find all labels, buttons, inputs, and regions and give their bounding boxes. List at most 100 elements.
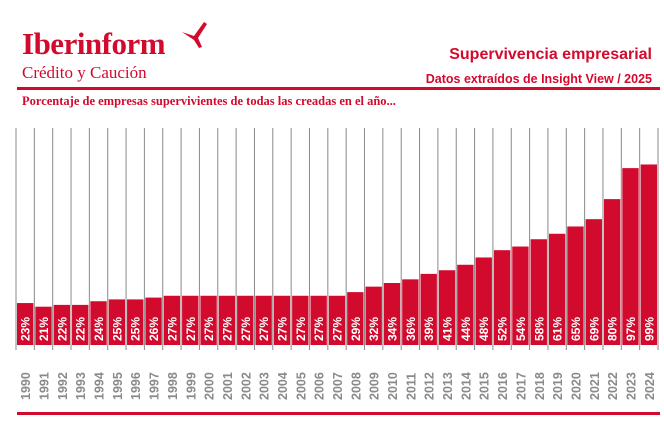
data-label: 97%: [624, 317, 638, 341]
data-label: 25%: [110, 317, 124, 341]
bar-2001: [218, 295, 236, 345]
data-label: 21%: [37, 317, 51, 341]
bar-1995: [108, 299, 126, 345]
data-label: 23%: [19, 317, 33, 341]
bar-1997: [145, 297, 162, 345]
bar-2011: [402, 279, 419, 345]
bar-2003: [255, 295, 272, 345]
x-tick-label: 2018: [533, 372, 547, 400]
top-divider: [17, 87, 660, 90]
x-tick-label: 2006: [313, 372, 327, 400]
x-tick-label: 2014: [459, 372, 473, 400]
x-tick-label: 2017: [514, 372, 528, 400]
chart-title: Porcentaje de empresas supervivientes de…: [22, 94, 396, 108]
bar-2008: [347, 292, 364, 345]
x-tick-label: 2022: [606, 372, 620, 400]
data-label: 22%: [74, 317, 88, 341]
x-tick-label: 2004: [276, 372, 290, 400]
bar-2019: [548, 233, 566, 345]
data-label: 32%: [367, 317, 381, 341]
x-tick-label: 2015: [478, 372, 492, 400]
bar-1993: [72, 304, 89, 345]
data-label: 69%: [587, 317, 601, 341]
x-tick-label: 2008: [349, 372, 363, 400]
data-label: 24%: [92, 317, 106, 341]
x-tick-label: 2001: [221, 372, 235, 400]
x-tick-label: 2013: [441, 372, 455, 400]
bar-1994: [90, 301, 107, 345]
data-label: 39%: [422, 317, 436, 341]
x-tick-label: 1995: [111, 372, 125, 400]
bar-2009: [365, 286, 382, 345]
data-label: 22%: [55, 317, 69, 341]
data-label: 27%: [257, 317, 271, 341]
bar-2021: [585, 219, 602, 345]
bar-2015: [475, 257, 492, 345]
x-tick-label: 2012: [423, 372, 437, 400]
data-label: 99%: [642, 317, 656, 341]
bar-2005: [292, 295, 309, 345]
data-label: 26%: [147, 317, 161, 341]
bar-1992: [53, 304, 71, 345]
x-tick-label: 2016: [496, 372, 510, 400]
bar-2007: [328, 295, 346, 345]
data-label: 27%: [165, 317, 179, 341]
x-tick-label: 2010: [386, 372, 400, 400]
data-label: 27%: [331, 317, 345, 341]
x-tick-label: 2024: [643, 372, 657, 400]
data-label: 29%: [349, 317, 363, 341]
x-tick-label: 1994: [93, 372, 107, 400]
data-label: 58%: [532, 317, 546, 341]
data-label: 27%: [239, 317, 253, 341]
data-label: 54%: [514, 317, 528, 341]
bar-2002: [237, 295, 254, 345]
x-tick-label: 2020: [569, 372, 583, 400]
bar-1991: [35, 306, 52, 345]
x-tick-label: 1990: [19, 372, 33, 400]
data-label: 27%: [312, 317, 326, 341]
data-label: 25%: [129, 317, 143, 341]
data-label: 27%: [184, 317, 198, 341]
data-label: 34%: [386, 317, 400, 341]
bar-2016: [493, 250, 511, 345]
data-label: 36%: [404, 317, 418, 341]
x-tick-label: 2000: [203, 372, 217, 400]
x-tick-label: 2023: [624, 372, 638, 400]
brand-tagline: Crédito y Caución: [22, 63, 147, 82]
x-tick-label: 1993: [74, 372, 88, 400]
x-tick-label: 2007: [331, 372, 345, 400]
data-label: 48%: [477, 317, 491, 341]
data-label: 61%: [551, 317, 565, 341]
bar-2004: [273, 295, 291, 345]
x-tick-label: 2011: [404, 373, 418, 400]
data-label: 65%: [569, 317, 583, 341]
bar-1996: [127, 299, 144, 345]
data-label: 27%: [275, 317, 289, 341]
brand-logo: Iberinform: [22, 26, 166, 61]
bar-2022: [603, 199, 621, 345]
bar-2013: [438, 270, 456, 345]
data-label: 44%: [459, 317, 473, 341]
x-tick-label: 1991: [38, 372, 52, 400]
bar-2018: [530, 239, 547, 345]
bar-2000: [200, 295, 217, 345]
x-tick-label: 2005: [294, 372, 308, 400]
bar-2024: [640, 164, 657, 345]
x-tick-label: 1997: [148, 372, 162, 400]
data-label: 27%: [202, 317, 216, 341]
x-tick-label: 1996: [129, 372, 143, 400]
bar-2010: [383, 283, 401, 345]
bar-2023: [622, 168, 639, 345]
x-tick-label: 2009: [368, 372, 382, 400]
bar-1999: [182, 295, 199, 345]
x-tick-label: 1998: [166, 372, 180, 400]
data-label: 41%: [441, 317, 455, 341]
data-label: 27%: [220, 317, 234, 341]
x-tick-label: 2019: [551, 372, 565, 400]
x-tick-label: 2021: [588, 372, 602, 400]
bar-2006: [310, 295, 327, 345]
data-label: 27%: [294, 317, 308, 341]
bar-2012: [420, 273, 437, 345]
x-tick-label: 1992: [56, 372, 70, 400]
